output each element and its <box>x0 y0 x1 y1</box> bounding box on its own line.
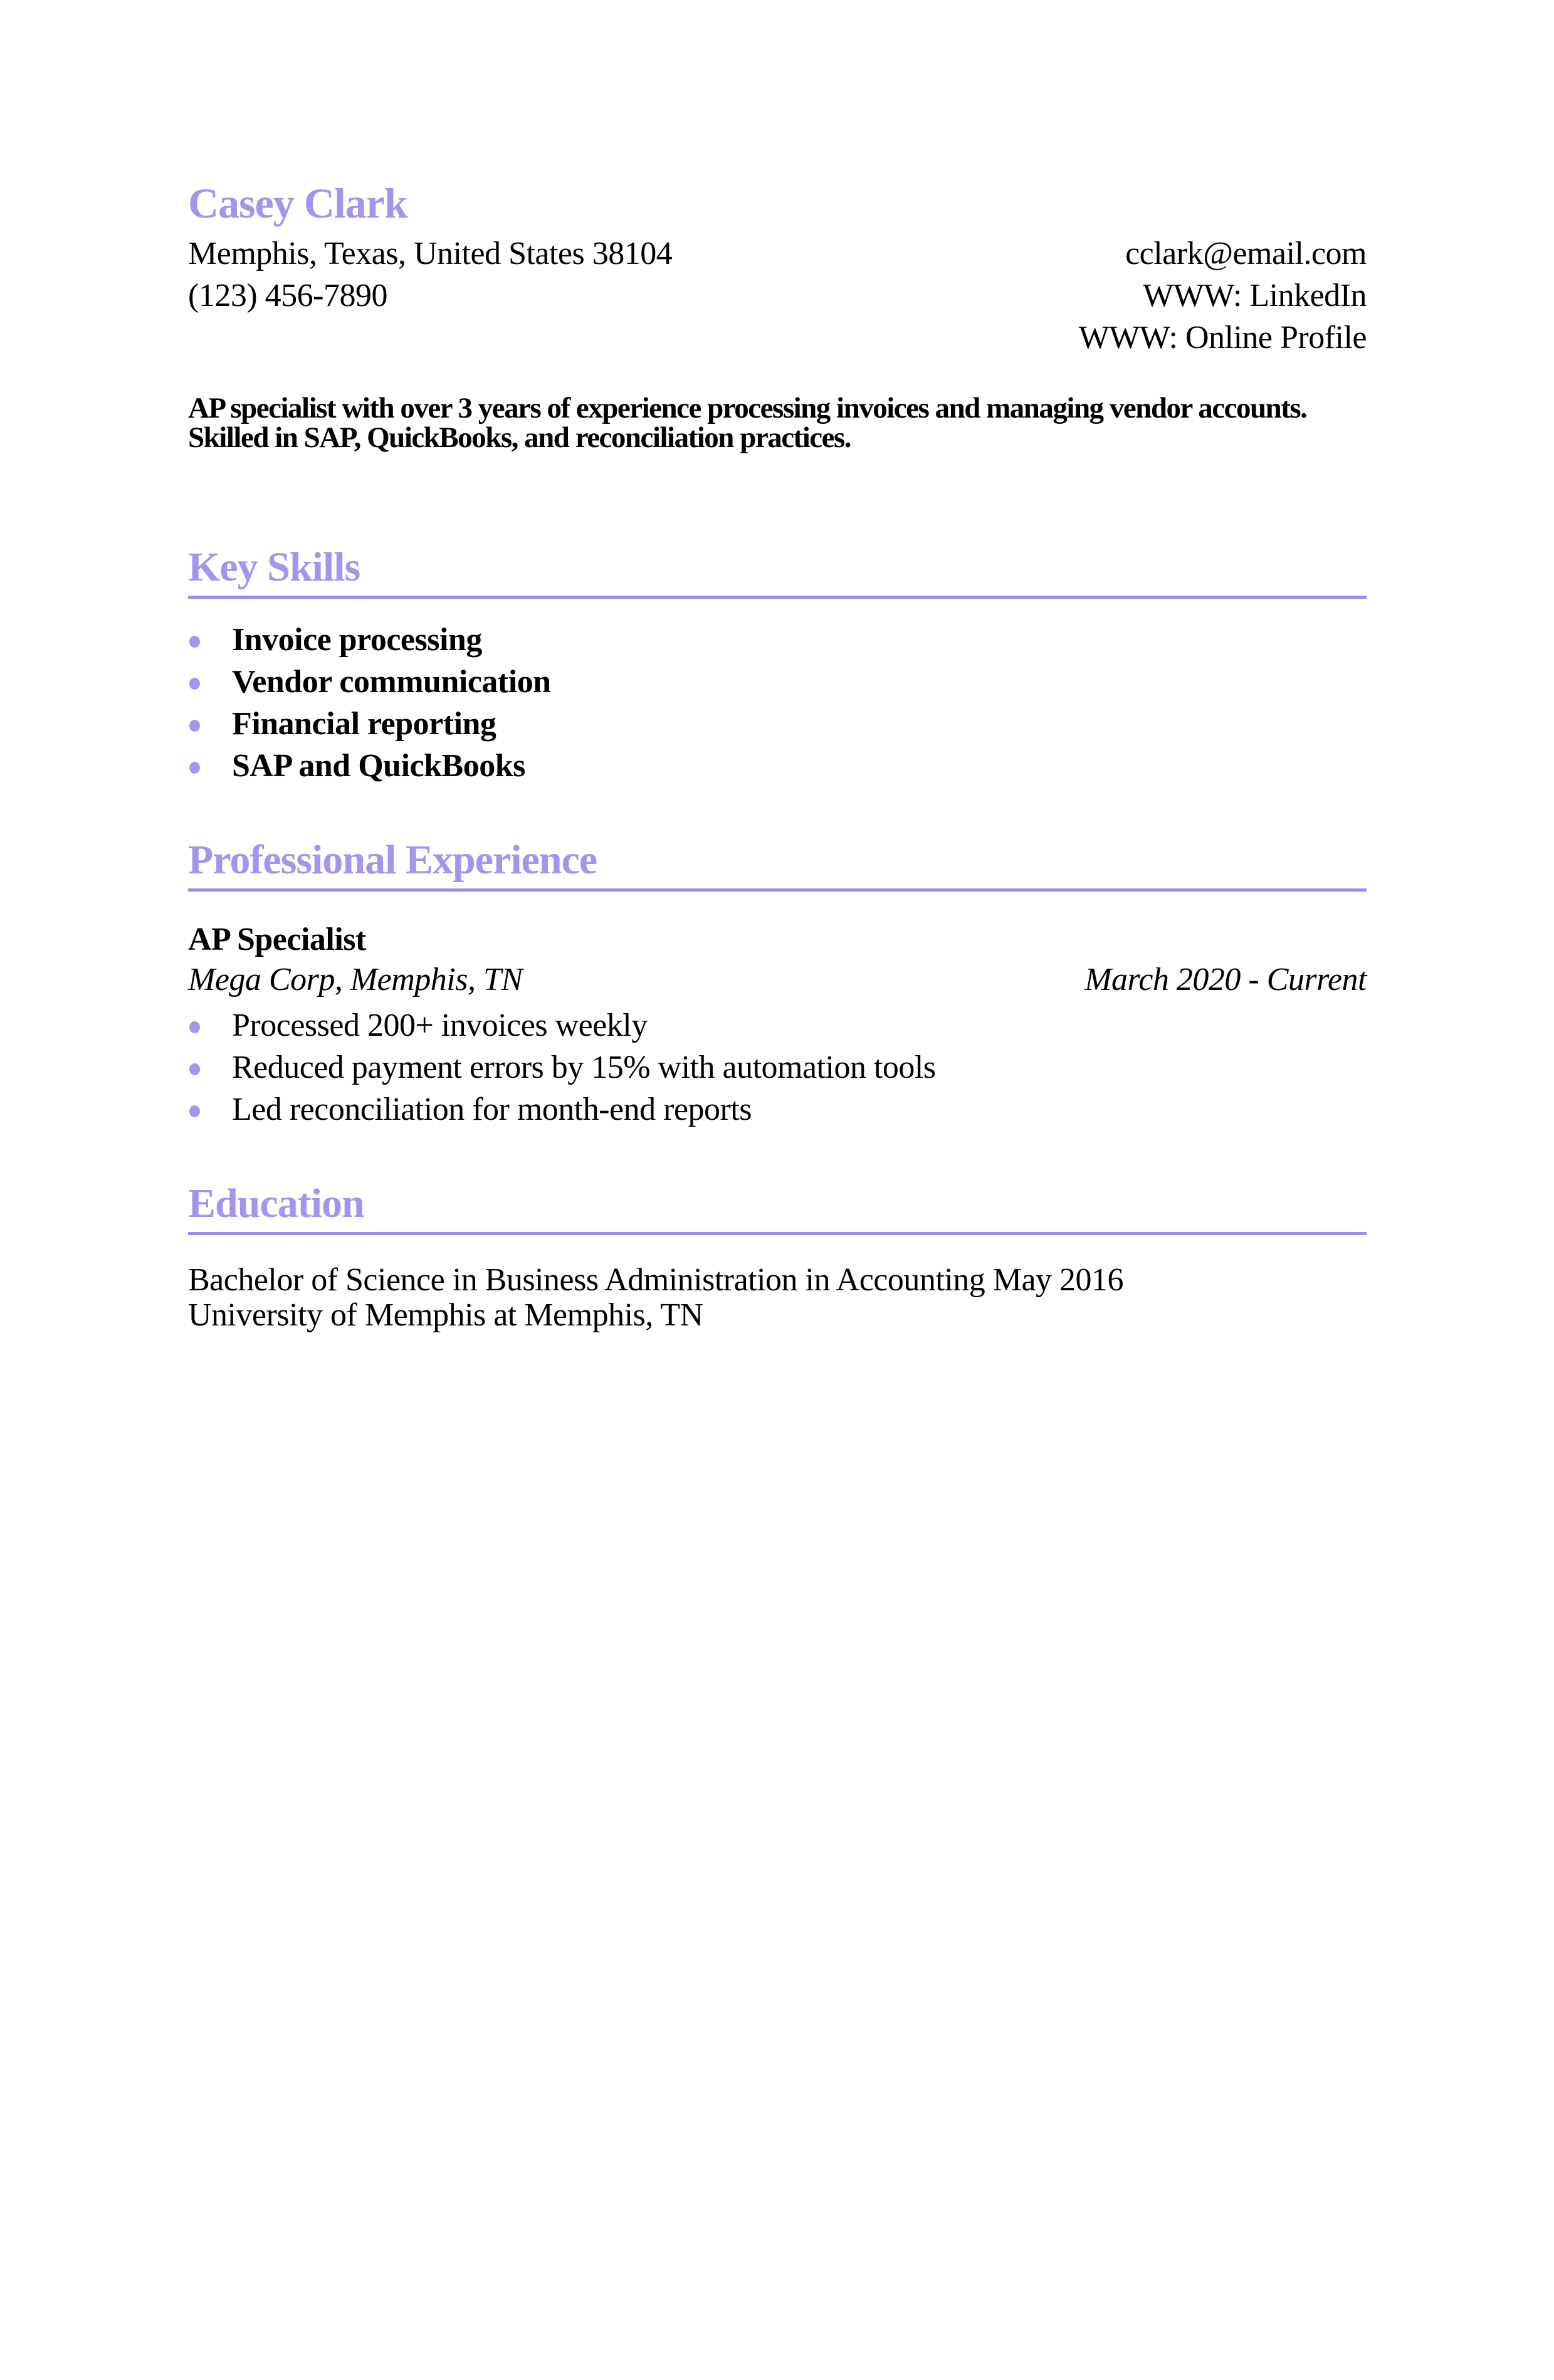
person-name: Casey Clark <box>188 179 408 227</box>
skills-list: Invoice processing Vendor communication … <box>188 619 1367 787</box>
education-school: University of Memphis at Memphis, TN <box>188 1297 703 1334</box>
section-title-key-skills: Key Skills <box>188 547 1367 599</box>
resume-page: Casey Clark Memphis, Texas, United State… <box>0 179 1554 2380</box>
contact-block: Memphis, Texas, United States 38104 (123… <box>188 233 1367 359</box>
job-dates: March 2020 - Current <box>1084 962 1367 998</box>
list-item: Invoice processing <box>188 619 1367 661</box>
skill-label: Invoice processing <box>232 622 482 658</box>
contact-linkedin: WWW: LinkedIn <box>1143 278 1367 314</box>
summary-line-2: Skilled in SAP, QuickBooks, and reconcil… <box>188 421 852 455</box>
list-item: Processed 200+ invoices weekly <box>188 1004 1367 1046</box>
list-item: Vendor communication <box>188 661 1367 703</box>
bullet-icon <box>189 1063 200 1076</box>
job-title: AP Specialist <box>188 922 366 958</box>
list-item: Reduced payment errors by 15% with autom… <box>188 1046 1367 1088</box>
list-item: SAP and QuickBooks <box>188 745 1367 787</box>
section-title-education: Education <box>188 1183 1367 1236</box>
contact-location: Memphis, Texas, United States 38104 <box>188 236 673 272</box>
list-item: Led reconciliation for month-end reports <box>188 1088 1367 1130</box>
contact-right-column: cclark@email.com WWW: LinkedIn WWW: Onli… <box>1079 233 1367 359</box>
bullet-icon <box>189 636 200 648</box>
experience-bullet-list: Processed 200+ invoices weekly Reduced p… <box>188 1004 1367 1130</box>
skill-label: Financial reporting <box>232 706 496 742</box>
bullet-icon <box>189 720 200 732</box>
job-meta-row: Mega Corp, Memphis, TN March 2020 - Curr… <box>188 961 1367 999</box>
list-item: Financial reporting <box>188 703 1367 745</box>
bullet-icon <box>189 678 200 690</box>
skill-label: SAP and QuickBooks <box>232 748 525 784</box>
contact-online-profile: WWW: Online Profile <box>1078 320 1367 356</box>
education-degree: Bachelor of Science in Business Administ… <box>188 1262 1124 1298</box>
experience-bullet: Reduced payment errors by 15% with autom… <box>232 1050 936 1086</box>
contact-email: cclark@email.com <box>1125 236 1367 272</box>
bullet-icon <box>189 762 200 774</box>
skill-label: Vendor communication <box>232 664 551 700</box>
experience-bullet: Led reconciliation for month-end reports <box>232 1092 752 1128</box>
experience-bullet: Processed 200+ invoices weekly <box>232 1008 648 1044</box>
job-company: Mega Corp, Memphis, TN <box>188 962 523 998</box>
education-block: Bachelor of Science in Business Administ… <box>188 1263 1367 1333</box>
bullet-icon <box>189 1105 200 1118</box>
summary-line-1: AP specialist with over 3 years of exper… <box>188 392 1308 425</box>
contact-phone: (123) 456-7890 <box>188 278 387 314</box>
bullet-icon <box>189 1021 200 1034</box>
contact-left-column: Memphis, Texas, United States 38104 (123… <box>188 233 673 359</box>
section-title-professional-experience: Professional Experience <box>188 840 1367 892</box>
professional-summary: AP specialist with over 3 years of exper… <box>188 394 1367 453</box>
